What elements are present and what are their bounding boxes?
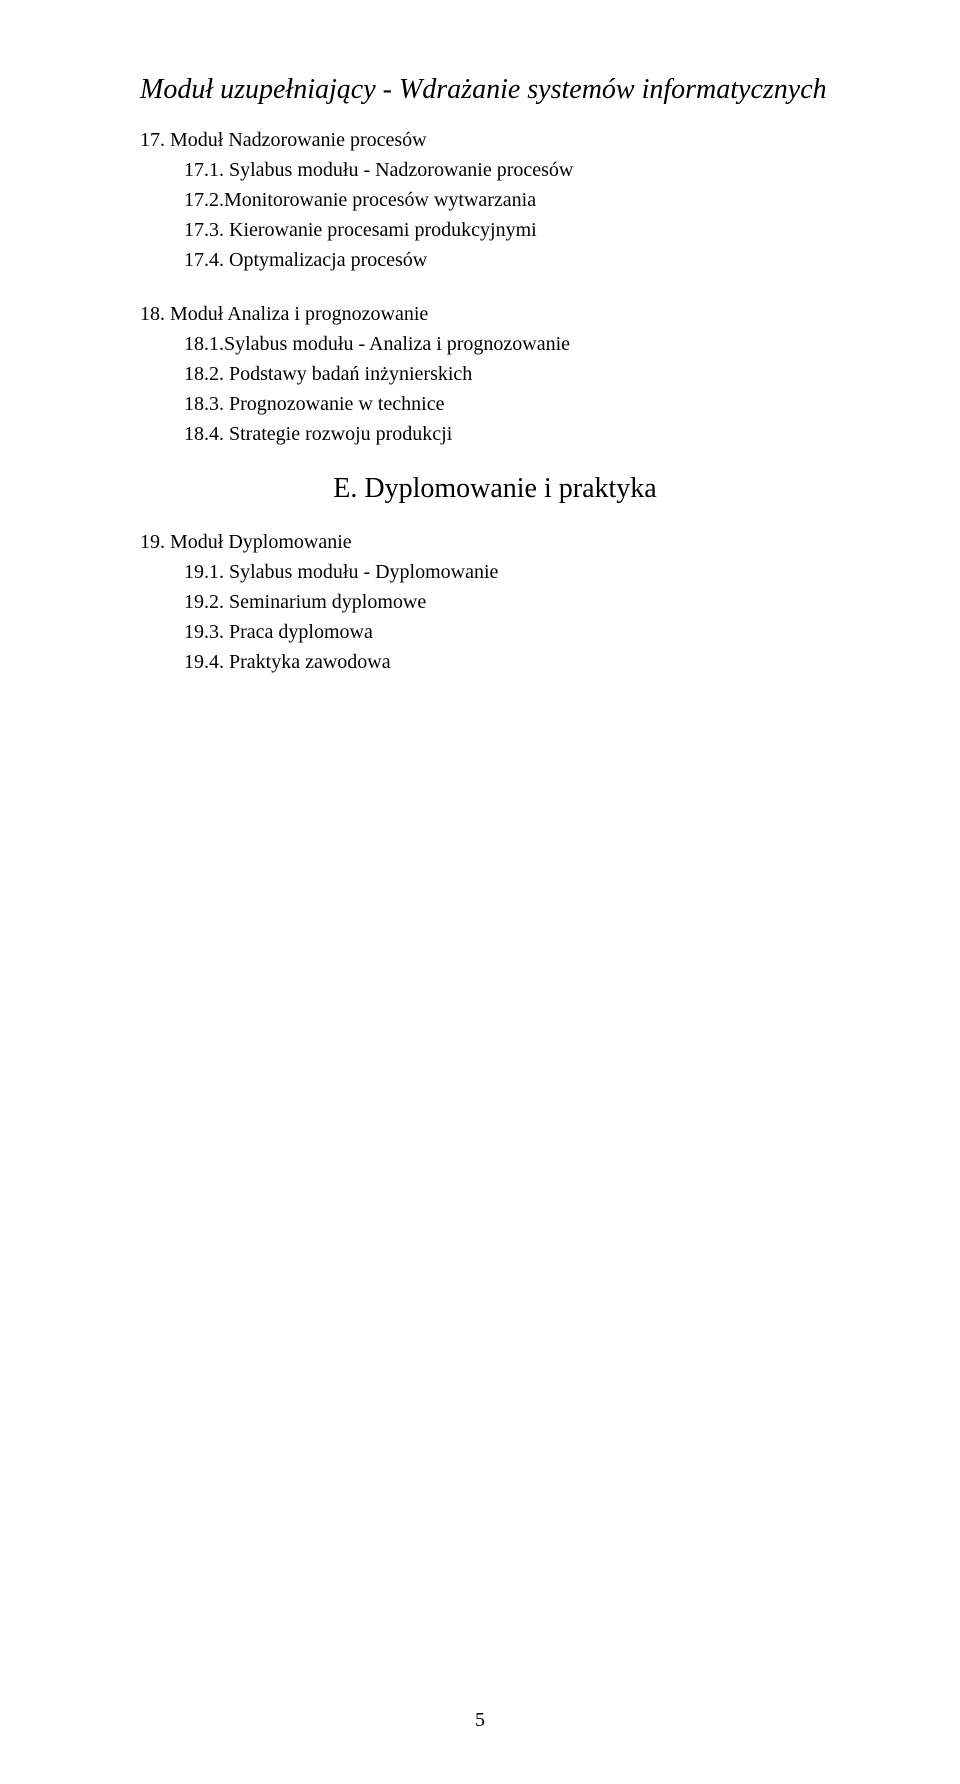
list-item: 19.2. Seminarium dyplomowe xyxy=(184,587,850,617)
list-item: 17.4. Optymalizacja procesów xyxy=(184,245,850,275)
document-page: Moduł uzupełniający - Wdrażanie systemów… xyxy=(0,0,960,1784)
list-item: 18.1.Sylabus modułu - Analiza i prognozo… xyxy=(184,329,850,359)
list-item: 19.3. Praca dyplomowa xyxy=(184,617,850,647)
section-17-list: 17.1. Sylabus modułu - Nadzorowanie proc… xyxy=(140,155,850,275)
list-item: 17.1. Sylabus modułu - Nadzorowanie proc… xyxy=(184,155,850,185)
section-19-title: 19. Moduł Dyplomowanie xyxy=(140,527,850,557)
list-item: 18.4. Strategie rozwoju produkcji xyxy=(184,419,850,449)
section-19-list: 19.1. Sylabus modułu - Dyplomowanie 19.2… xyxy=(140,557,850,677)
list-item: 18.2. Podstawy badań inżynierskich xyxy=(184,359,850,389)
list-item: 19.1. Sylabus modułu - Dyplomowanie xyxy=(184,557,850,587)
list-item: 19.4. Praktyka zawodowa xyxy=(184,647,850,677)
list-item: 17.3. Kierowanie procesami produkcyjnymi xyxy=(184,215,850,245)
list-item: 17.2.Monitorowanie procesów wytwarzania xyxy=(184,185,850,215)
section-18-title: 18. Moduł Analiza i prognozowanie xyxy=(140,299,850,329)
section-e-heading: E. Dyplomowanie i praktyka xyxy=(140,473,850,505)
section-18: 18. Moduł Analiza i prognozowanie 18.1.S… xyxy=(140,299,850,449)
page-number: 5 xyxy=(0,1709,960,1732)
section-17: 17. Moduł Nadzorowanie procesów 17.1. Sy… xyxy=(140,125,850,275)
list-item: 18.3. Prognozowanie w technice xyxy=(184,389,850,419)
section-19: 19. Moduł Dyplomowanie 19.1. Sylabus mod… xyxy=(140,527,850,677)
supplementary-module-heading: Moduł uzupełniający - Wdrażanie systemów… xyxy=(140,72,850,107)
section-17-title: 17. Moduł Nadzorowanie procesów xyxy=(140,125,850,155)
section-18-list: 18.1.Sylabus modułu - Analiza i prognozo… xyxy=(140,329,850,449)
